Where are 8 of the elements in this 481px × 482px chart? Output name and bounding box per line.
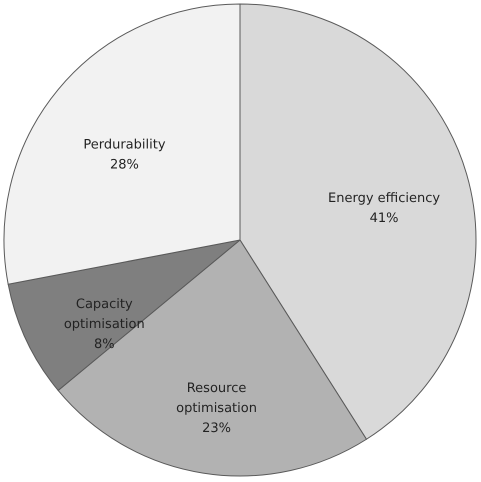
data-label: 41% xyxy=(370,211,398,226)
slice-label: Capacity optimisation xyxy=(64,296,145,332)
data-label: 23% xyxy=(202,421,231,436)
data-label: 8% xyxy=(94,336,115,352)
slice-label: Perdurability xyxy=(83,137,166,152)
slice-label: Energy efficiency xyxy=(328,191,440,206)
data-label: 28% xyxy=(110,157,139,172)
slice-label: Resource optimisation xyxy=(176,381,257,416)
